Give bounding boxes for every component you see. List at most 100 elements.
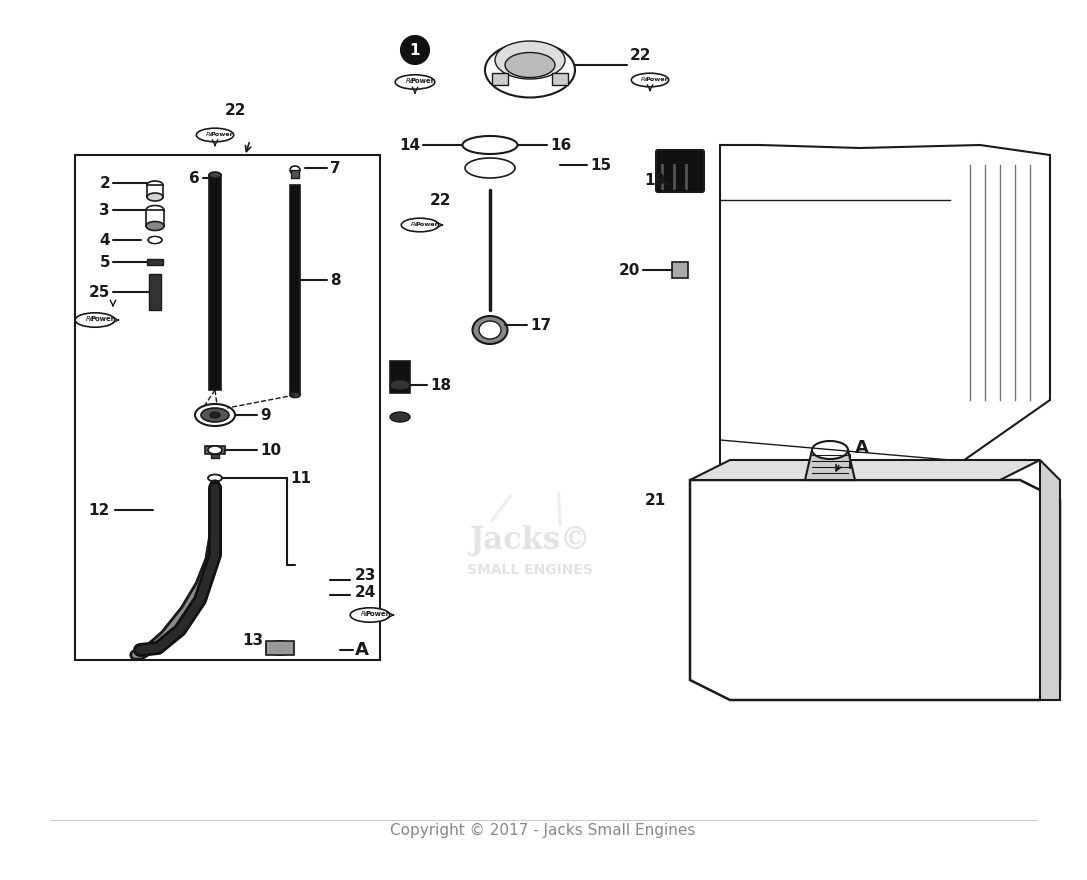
- Text: 7: 7: [330, 160, 340, 175]
- Text: 22: 22: [430, 193, 451, 208]
- Ellipse shape: [462, 136, 517, 154]
- Bar: [672, 262, 688, 278]
- Text: 6: 6: [189, 171, 200, 186]
- Text: Power: Power: [646, 77, 669, 82]
- Ellipse shape: [146, 222, 164, 231]
- Text: A: A: [855, 439, 869, 457]
- Text: 14: 14: [399, 137, 420, 152]
- Text: Jacks©: Jacks©: [470, 524, 590, 555]
- Bar: [266, 641, 293, 655]
- Ellipse shape: [401, 218, 439, 231]
- Bar: [291, 170, 299, 178]
- Text: Re: Re: [411, 222, 420, 226]
- Ellipse shape: [147, 193, 163, 201]
- Ellipse shape: [290, 392, 300, 398]
- Polygon shape: [720, 145, 1050, 490]
- Ellipse shape: [812, 441, 848, 459]
- Ellipse shape: [390, 380, 410, 390]
- Ellipse shape: [208, 446, 222, 454]
- Text: 3: 3: [99, 202, 110, 217]
- Text: Re: Re: [405, 78, 414, 84]
- Ellipse shape: [290, 166, 300, 174]
- Ellipse shape: [210, 412, 220, 418]
- Text: SMALL ENGINES: SMALL ENGINES: [467, 563, 592, 577]
- Ellipse shape: [146, 206, 164, 215]
- Text: 5: 5: [99, 254, 110, 269]
- Ellipse shape: [147, 181, 163, 189]
- Ellipse shape: [208, 474, 222, 481]
- Bar: [147, 185, 163, 197]
- Ellipse shape: [151, 238, 159, 242]
- Bar: [205, 446, 225, 454]
- Text: A: A: [355, 641, 368, 659]
- Text: /: /: [487, 490, 513, 530]
- Text: 20: 20: [619, 262, 640, 277]
- Text: 11: 11: [290, 471, 311, 486]
- Ellipse shape: [632, 73, 669, 87]
- Text: 8: 8: [330, 273, 340, 288]
- Text: 13: 13: [242, 633, 263, 648]
- Text: 1: 1: [410, 42, 421, 57]
- Text: 21: 21: [645, 493, 666, 508]
- Text: 15: 15: [590, 158, 611, 172]
- Bar: [390, 361, 410, 393]
- Bar: [75, 155, 380, 660]
- Bar: [290, 185, 300, 395]
- Text: Power: Power: [365, 611, 389, 617]
- Text: Power: Power: [410, 78, 434, 84]
- Ellipse shape: [505, 53, 555, 77]
- Ellipse shape: [266, 641, 293, 655]
- Text: Re: Re: [205, 131, 214, 136]
- Ellipse shape: [390, 412, 410, 422]
- Text: 9: 9: [260, 407, 271, 422]
- Ellipse shape: [473, 316, 508, 344]
- Text: Power: Power: [415, 222, 438, 226]
- Polygon shape: [805, 450, 855, 480]
- Ellipse shape: [209, 172, 221, 178]
- Bar: [552, 73, 569, 85]
- Ellipse shape: [197, 128, 234, 142]
- Text: 10: 10: [260, 443, 282, 458]
- Bar: [492, 73, 508, 85]
- Ellipse shape: [272, 644, 288, 652]
- Text: 4: 4: [99, 232, 110, 247]
- Text: 17: 17: [530, 318, 551, 333]
- Text: 18: 18: [430, 378, 451, 392]
- Text: Re: Re: [86, 316, 95, 322]
- Text: Power: Power: [211, 131, 234, 136]
- Text: 25: 25: [89, 284, 110, 299]
- Ellipse shape: [479, 321, 501, 339]
- Ellipse shape: [471, 140, 509, 150]
- Text: 22: 22: [225, 102, 247, 118]
- Ellipse shape: [495, 41, 565, 79]
- Text: Copyright © 2017 - Jacks Small Engines: Copyright © 2017 - Jacks Small Engines: [390, 823, 696, 838]
- Text: /: /: [548, 490, 573, 530]
- Ellipse shape: [350, 608, 390, 622]
- Bar: [211, 454, 218, 458]
- Bar: [147, 259, 163, 265]
- Ellipse shape: [148, 237, 162, 244]
- Ellipse shape: [211, 476, 218, 480]
- Polygon shape: [1040, 460, 1060, 700]
- Circle shape: [401, 36, 429, 64]
- Polygon shape: [690, 460, 1040, 480]
- Text: 22: 22: [630, 48, 651, 62]
- Text: Re: Re: [640, 77, 649, 82]
- Text: Re: Re: [361, 611, 370, 617]
- Ellipse shape: [195, 404, 235, 426]
- Text: 12: 12: [89, 502, 110, 517]
- Text: 23: 23: [355, 568, 376, 583]
- Bar: [146, 210, 164, 226]
- Bar: [149, 274, 161, 310]
- Ellipse shape: [75, 312, 115, 327]
- Bar: [209, 175, 221, 390]
- Text: 16: 16: [550, 137, 572, 152]
- Ellipse shape: [396, 75, 435, 89]
- Ellipse shape: [485, 42, 575, 98]
- FancyBboxPatch shape: [655, 150, 704, 192]
- Ellipse shape: [465, 158, 515, 178]
- Text: 19: 19: [644, 172, 665, 187]
- Text: Power: Power: [90, 316, 114, 322]
- Ellipse shape: [201, 408, 229, 422]
- Text: 24: 24: [355, 584, 376, 599]
